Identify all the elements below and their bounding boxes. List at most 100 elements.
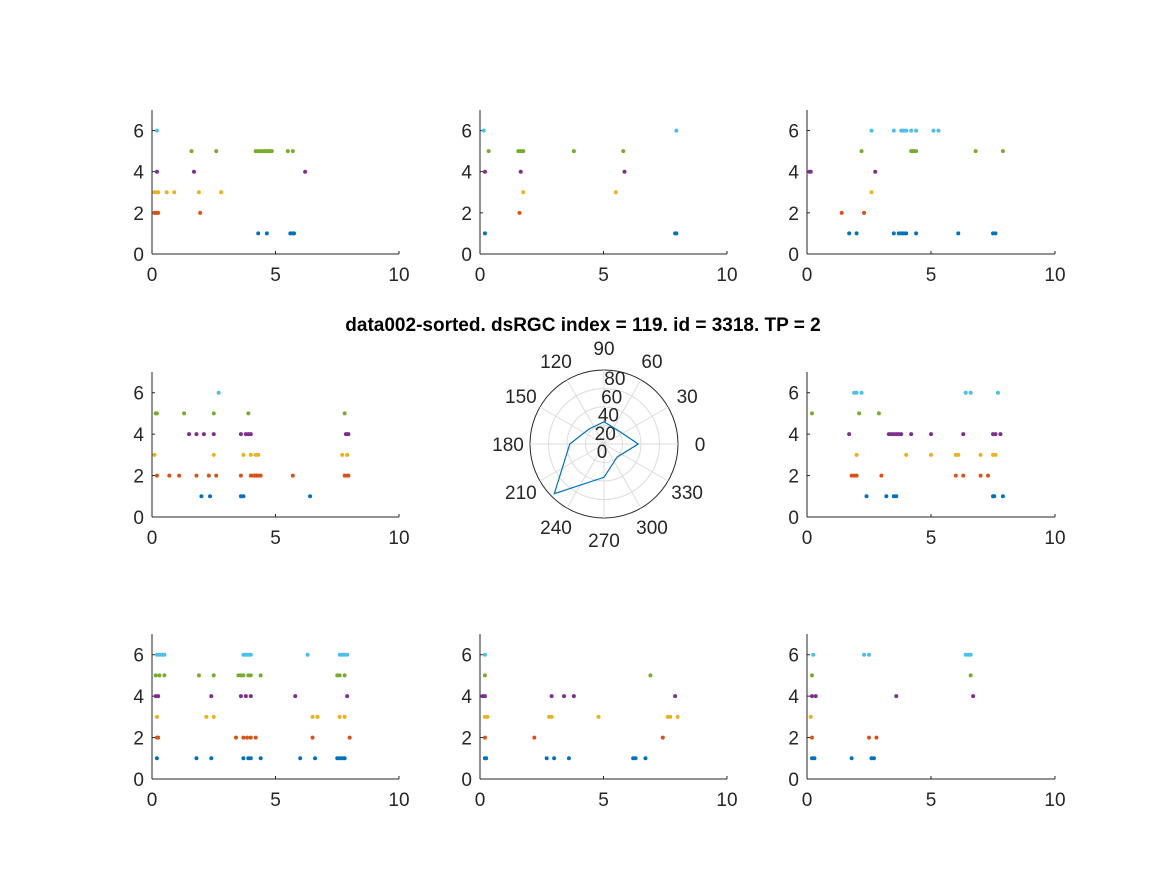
y-tick-label: 6: [788, 384, 799, 405]
y-tick-label: 6: [133, 646, 144, 667]
data-point: [876, 411, 881, 416]
data-point: [521, 190, 526, 195]
data-point: [929, 452, 933, 457]
data-point: [292, 231, 297, 236]
polar-grid-spoke: [603, 443, 669, 482]
x-tick-label: 5: [598, 790, 609, 811]
data-point: [308, 494, 313, 499]
data-point: [182, 411, 187, 416]
data-point: [854, 231, 859, 236]
data-point: [198, 210, 203, 215]
y-tick-label: 4: [133, 163, 144, 184]
data-point: [648, 673, 653, 678]
y-tick-label: 4: [788, 425, 799, 446]
data-point: [241, 452, 246, 457]
data-point: [194, 432, 199, 437]
polar-grid-spoke: [603, 379, 642, 445]
data-point: [154, 128, 159, 133]
data-point: [248, 673, 253, 678]
data-point: [154, 756, 159, 761]
radius-tick-label: 20: [595, 424, 616, 445]
data-point: [968, 652, 973, 657]
data-point: [156, 735, 161, 740]
y-tick-label: 0: [133, 508, 144, 529]
y-tick-label: 0: [788, 508, 799, 529]
data-point: [884, 494, 889, 499]
data-point: [847, 432, 852, 437]
data-point: [993, 231, 998, 236]
data-point: [310, 735, 315, 740]
data-point: [258, 673, 263, 678]
data-point: [532, 735, 537, 740]
data-point: [256, 231, 261, 236]
data-point: [241, 494, 246, 499]
data-point: [879, 473, 884, 478]
data-point: [258, 756, 263, 761]
data-point: [811, 652, 816, 657]
data-point: [544, 756, 549, 761]
y-tick-label: 6: [133, 384, 144, 405]
data-point: [248, 694, 253, 699]
data-point: [894, 694, 899, 699]
data-point: [241, 673, 246, 678]
data-point: [290, 149, 295, 154]
data-point: [209, 756, 214, 761]
y-tick-label: 6: [133, 122, 144, 143]
x-tick-label: 0: [475, 790, 486, 811]
data-point: [238, 432, 243, 437]
data-point: [571, 149, 576, 154]
data-point: [571, 694, 576, 699]
x-tick-label: 10: [388, 265, 409, 286]
data-point: [342, 673, 347, 678]
data-point: [157, 673, 162, 678]
data-point: [482, 673, 487, 678]
data-point: [191, 169, 196, 174]
data-point: [909, 432, 914, 437]
data-point: [209, 694, 214, 699]
angle-tick-label: 300: [636, 518, 668, 539]
data-point: [204, 714, 209, 719]
x-tick-label: 0: [147, 528, 158, 549]
data-point: [164, 190, 169, 195]
y-tick-label: 2: [133, 729, 144, 750]
x-tick-label: 5: [926, 528, 937, 549]
data-point: [219, 190, 224, 195]
y-tick-label: 0: [461, 245, 472, 266]
x-tick-label: 10: [1044, 528, 1065, 549]
data-point: [258, 473, 263, 478]
figure-title: data002-sorted. dsRGC index = 119. id = …: [345, 315, 820, 336]
data-point: [208, 494, 213, 499]
data-point: [839, 210, 844, 215]
data-point: [233, 735, 238, 740]
angle-tick-label: 60: [641, 352, 662, 373]
data-point: [914, 231, 919, 236]
data-point: [808, 714, 813, 719]
data-point: [899, 432, 904, 437]
data-point: [241, 756, 246, 761]
data-point: [956, 452, 961, 457]
data-point: [482, 694, 487, 699]
x-tick-label: 5: [270, 265, 281, 286]
data-point: [674, 231, 679, 236]
data-point: [561, 694, 566, 699]
data-point: [914, 128, 919, 133]
data-point: [622, 169, 627, 174]
data-point: [894, 494, 899, 499]
data-point: [248, 432, 253, 437]
data-point: [549, 714, 554, 719]
y-tick-label: 0: [133, 245, 144, 266]
data-point: [673, 694, 678, 699]
data-point: [862, 652, 867, 657]
y-tick-label: 6: [461, 122, 472, 143]
data-point: [986, 473, 991, 478]
data-point: [248, 652, 253, 657]
data-point: [862, 210, 867, 215]
data-point: [995, 390, 1000, 395]
data-point: [993, 432, 998, 437]
data-point: [633, 756, 638, 761]
data-point: [196, 673, 201, 678]
data-point: [1000, 149, 1005, 154]
y-tick-label: 0: [461, 770, 472, 791]
x-tick-label: 0: [147, 265, 158, 286]
